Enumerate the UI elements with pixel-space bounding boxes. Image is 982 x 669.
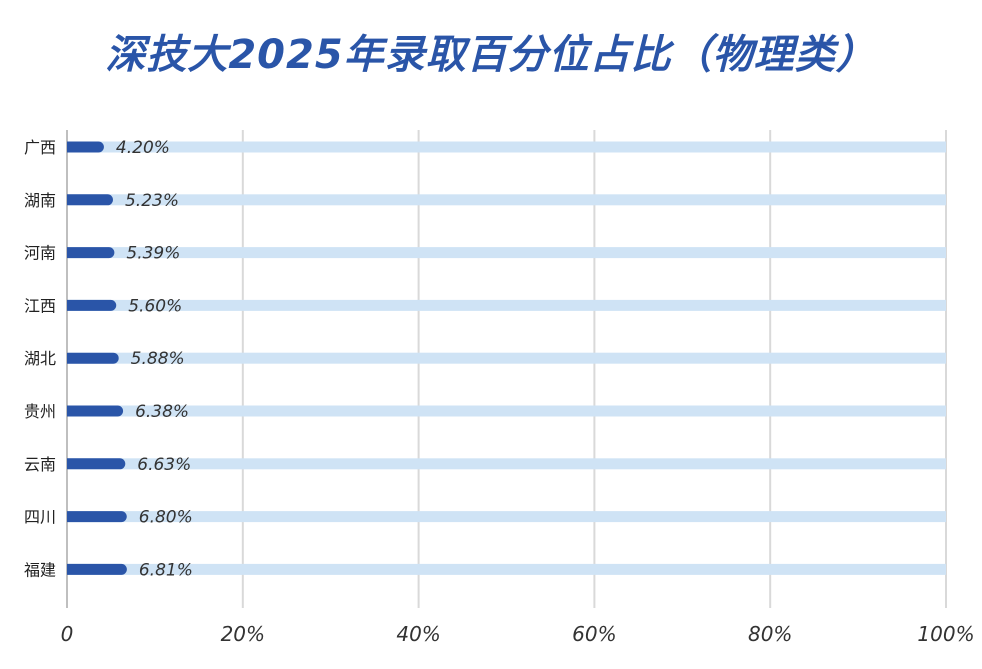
labels: 0 20% 40% 60% 80% 100% 广西 4.20% 湖南 5.23% 河南 5.39% 江西…: [24, 138, 975, 646]
category-label: 河南: [24, 244, 56, 263]
bar: [67, 141, 104, 153]
bar: [67, 299, 117, 311]
category-label: 四川: [24, 508, 56, 527]
grid-lines: [241, 130, 947, 608]
bar-track: [67, 141, 946, 153]
bar-track: [67, 563, 946, 575]
data-label: 6.38%: [135, 402, 189, 422]
bar: [67, 194, 113, 206]
x-tick-label: 80%: [748, 622, 792, 646]
bar-track: [67, 299, 946, 311]
data-label: 4.20%: [116, 138, 170, 158]
x-tick-label: 60%: [572, 622, 616, 646]
data-label: 6.81%: [139, 560, 193, 580]
category-label: 湖南: [24, 191, 56, 210]
bar: [67, 511, 127, 523]
data-label: 5.60%: [128, 296, 182, 316]
category-label: 广西: [24, 138, 56, 157]
bar-track: [67, 194, 946, 206]
bar-track: [67, 511, 946, 523]
bar: [67, 352, 119, 364]
bar: [67, 458, 126, 470]
chart-title: 深技大2025年录取百分位占比（物理类）: [105, 32, 877, 78]
bars: [67, 141, 127, 575]
category-label: 云南: [24, 455, 56, 474]
category-label: 贵州: [24, 402, 56, 421]
x-tick-label: 100%: [917, 622, 974, 646]
bar: [67, 405, 124, 417]
category-label: 江西: [24, 296, 56, 315]
bar-track: [67, 352, 946, 364]
data-label: 5.23%: [125, 191, 179, 211]
x-tick-label: 0: [61, 622, 74, 646]
bar-track: [67, 458, 946, 470]
data-label: 6.63%: [137, 455, 191, 475]
bar-track: [67, 405, 946, 417]
data-label: 5.88%: [131, 349, 185, 369]
category-label: 福建: [24, 560, 56, 579]
bar-track: [67, 247, 946, 259]
category-label: 湖北: [24, 349, 56, 368]
data-label: 6.80%: [139, 508, 193, 528]
bar: [67, 563, 127, 575]
x-tick-label: 40%: [396, 622, 440, 646]
x-tick-label: 20%: [221, 622, 265, 646]
bar-tracks: [67, 141, 946, 575]
data-label: 5.39%: [126, 244, 180, 264]
bar: [67, 247, 115, 259]
